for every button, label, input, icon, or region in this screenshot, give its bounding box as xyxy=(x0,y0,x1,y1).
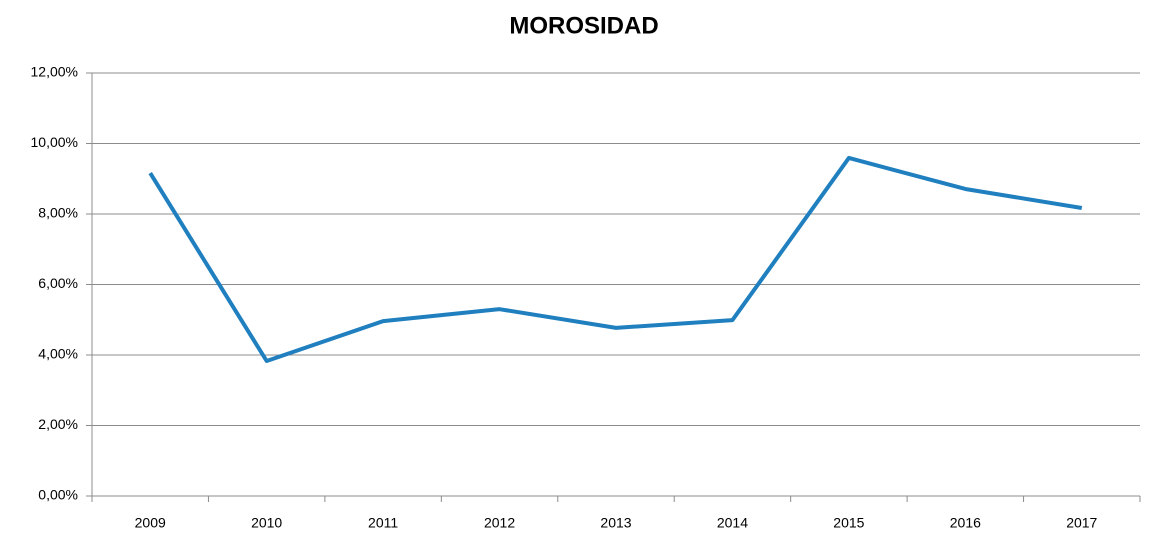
line-series xyxy=(148,155,1083,363)
y-tick-label: 2,00% xyxy=(38,416,78,432)
x-tick-label: 2013 xyxy=(600,515,631,531)
x-tick-label: 2010 xyxy=(251,515,282,531)
x-tick-label: 2016 xyxy=(950,515,981,531)
x-tick-label: 2017 xyxy=(1066,515,1097,531)
y-tick-label: 8,00% xyxy=(38,205,78,221)
y-tick-label: 4,00% xyxy=(38,346,78,362)
x-tick-label: 2014 xyxy=(717,515,748,531)
x-tick-label: 2012 xyxy=(484,515,515,531)
x-tick-label: 2009 xyxy=(135,515,166,531)
x-tick-label: 2015 xyxy=(833,515,864,531)
y-tick-label: 6,00% xyxy=(38,275,78,291)
y-tick-label: 0,00% xyxy=(38,487,78,503)
y-tick-label: 10,00% xyxy=(31,134,78,150)
y-tick-label: 12,00% xyxy=(31,64,78,80)
chart-title: MOROSIDAD xyxy=(509,12,658,39)
x-tick-label: 2011 xyxy=(368,515,398,531)
